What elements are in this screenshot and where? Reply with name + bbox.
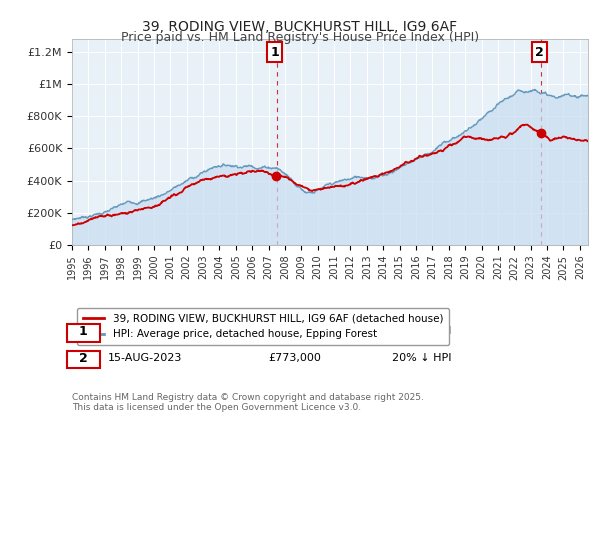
Text: 29-JUN-2007: 29-JUN-2007 [108, 326, 179, 337]
Text: 15% ↓ HPI: 15% ↓ HPI [392, 326, 451, 337]
Text: 2: 2 [535, 45, 544, 59]
Text: 39, RODING VIEW, BUCKHURST HILL, IG9 6AF: 39, RODING VIEW, BUCKHURST HILL, IG9 6AF [142, 20, 458, 34]
Text: 20% ↓ HPI: 20% ↓ HPI [392, 353, 451, 363]
Text: Contains HM Land Registry data © Crown copyright and database right 2025.
This d: Contains HM Land Registry data © Crown c… [72, 393, 424, 412]
Text: 2: 2 [79, 352, 88, 365]
Text: £773,000: £773,000 [268, 353, 321, 363]
Legend: 39, RODING VIEW, BUCKHURST HILL, IG9 6AF (detached house), HPI: Average price, d: 39, RODING VIEW, BUCKHURST HILL, IG9 6AF… [77, 307, 449, 346]
Text: 1: 1 [271, 45, 280, 59]
FancyBboxPatch shape [67, 324, 100, 342]
Text: 1: 1 [79, 325, 88, 338]
Text: Price paid vs. HM Land Registry's House Price Index (HPI): Price paid vs. HM Land Registry's House … [121, 31, 479, 44]
Text: 15-AUG-2023: 15-AUG-2023 [108, 353, 182, 363]
Text: £445,000: £445,000 [268, 326, 321, 337]
FancyBboxPatch shape [67, 351, 100, 368]
